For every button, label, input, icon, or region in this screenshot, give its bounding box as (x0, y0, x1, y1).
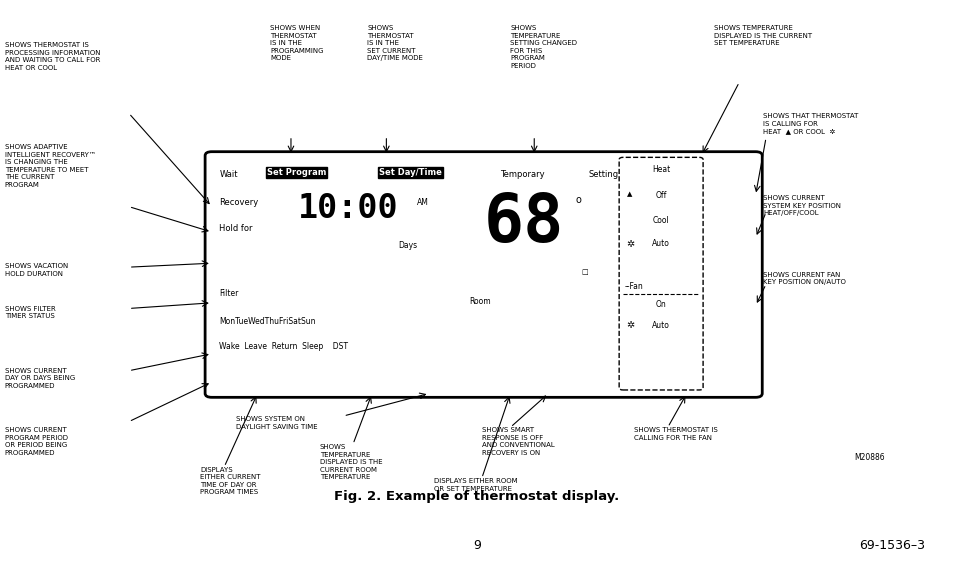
Text: Cool: Cool (652, 216, 669, 225)
Text: DISPLAYS EITHER ROOM
OR SET TEMPERATURE: DISPLAYS EITHER ROOM OR SET TEMPERATURE (434, 478, 517, 492)
Text: Wake  Leave  Return  Sleep    DST: Wake Leave Return Sleep DST (219, 342, 348, 351)
Text: Room: Room (469, 297, 491, 306)
Text: SHOWS
THERMOSTAT
IS IN THE
SET CURRENT
DAY/TIME MODE: SHOWS THERMOSTAT IS IN THE SET CURRENT D… (367, 25, 423, 62)
Text: DISPLAYS
EITHER CURRENT
TIME OF DAY OR
PROGRAM TIMES: DISPLAYS EITHER CURRENT TIME OF DAY OR P… (200, 467, 260, 495)
Text: Hold for: Hold for (219, 224, 253, 233)
Text: Set Program: Set Program (267, 168, 326, 177)
Text: --Fan: --Fan (624, 282, 643, 291)
FancyBboxPatch shape (205, 152, 761, 397)
Text: ✲: ✲ (625, 320, 634, 329)
Text: o: o (575, 195, 580, 205)
Text: ✲: ✲ (625, 239, 634, 249)
Text: - -System: - -System (658, 169, 698, 178)
Text: Off: Off (655, 191, 666, 200)
Text: SHOWS TEMPERATURE
DISPLAYED IS THE CURRENT
SET TEMPERATURE: SHOWS TEMPERATURE DISPLAYED IS THE CURRE… (713, 25, 811, 46)
Text: SHOWS THERMOSTAT IS
CALLING FOR THE FAN: SHOWS THERMOSTAT IS CALLING FOR THE FAN (634, 427, 718, 441)
Text: MonTueWedThuFriSatSun: MonTueWedThuFriSatSun (219, 317, 315, 326)
Text: ▲: ▲ (626, 191, 632, 197)
Text: SHOWS
TEMPERATURE
DISPLAYED IS THE
CURRENT ROOM
TEMPERATURE: SHOWS TEMPERATURE DISPLAYED IS THE CURRE… (319, 444, 382, 481)
Text: □: □ (580, 269, 587, 275)
Text: Recovery: Recovery (219, 198, 258, 207)
Text: Heat: Heat (651, 165, 670, 174)
Text: SHOWS CURRENT
SYSTEM KEY POSITION
HEAT/OFF/COOL: SHOWS CURRENT SYSTEM KEY POSITION HEAT/O… (762, 195, 841, 216)
Text: SHOWS SYSTEM ON
DAYLIGHT SAVING TIME: SHOWS SYSTEM ON DAYLIGHT SAVING TIME (235, 416, 317, 430)
Text: M20886: M20886 (853, 453, 883, 462)
Text: SHOWS
TEMPERATURE
SETTING CHANGED
FOR THIS
PROGRAM
PERIOD: SHOWS TEMPERATURE SETTING CHANGED FOR TH… (510, 25, 577, 69)
Text: Set Day/Time: Set Day/Time (378, 168, 441, 177)
Text: Fig. 2. Example of thermostat display.: Fig. 2. Example of thermostat display. (334, 490, 619, 503)
Text: SHOWS THAT THERMOSTAT
IS CALLING FOR
HEAT  ▲ OR COOL  ✲: SHOWS THAT THERMOSTAT IS CALLING FOR HEA… (762, 113, 858, 134)
Text: SHOWS CURRENT FAN
KEY POSITION ON/AUTO: SHOWS CURRENT FAN KEY POSITION ON/AUTO (762, 272, 845, 285)
Text: 68: 68 (483, 190, 563, 256)
Text: SHOWS FILTER
TIMER STATUS: SHOWS FILTER TIMER STATUS (5, 306, 55, 319)
Text: Filter: Filter (219, 289, 238, 298)
Text: SHOWS THERMOSTAT IS
PROCESSING INFORMATION
AND WAITING TO CALL FOR
HEAT OR COOL: SHOWS THERMOSTAT IS PROCESSING INFORMATI… (5, 42, 100, 71)
Text: SHOWS CURRENT
DAY OR DAYS BEING
PROGRAMMED: SHOWS CURRENT DAY OR DAYS BEING PROGRAMM… (5, 368, 75, 389)
Text: 9: 9 (473, 539, 480, 552)
Text: Setting: Setting (588, 170, 618, 179)
Text: 69-1536–3: 69-1536–3 (859, 539, 924, 552)
Text: Days: Days (397, 241, 416, 250)
Text: Auto: Auto (652, 321, 669, 331)
Text: 10:00: 10:00 (297, 192, 397, 225)
Text: SHOWS CURRENT
PROGRAM PERIOD
OR PERIOD BEING
PROGRAMMED: SHOWS CURRENT PROGRAM PERIOD OR PERIOD B… (5, 427, 68, 456)
Text: SHOWS ADAPTIVE
INTELLIGENT RECOVERY™
IS CHANGING THE
TEMPERATURE TO MEET
THE CUR: SHOWS ADAPTIVE INTELLIGENT RECOVERY™ IS … (5, 144, 95, 188)
FancyBboxPatch shape (618, 157, 702, 390)
Text: SHOWS WHEN
THERMOSTAT
IS IN THE
PROGRAMMING
MODE: SHOWS WHEN THERMOSTAT IS IN THE PROGRAMM… (270, 25, 323, 62)
Text: Temporary: Temporary (499, 170, 544, 179)
Text: Wait: Wait (219, 170, 237, 179)
Text: SHOWS VACATION
HOLD DURATION: SHOWS VACATION HOLD DURATION (5, 263, 68, 277)
Text: On: On (655, 300, 666, 309)
Text: SHOWS SMART
RESPONSE IS OFF
AND CONVENTIONAL
RECOVERY IS ON: SHOWS SMART RESPONSE IS OFF AND CONVENTI… (481, 427, 554, 456)
Text: Auto: Auto (652, 239, 669, 248)
Text: AM: AM (416, 198, 428, 207)
